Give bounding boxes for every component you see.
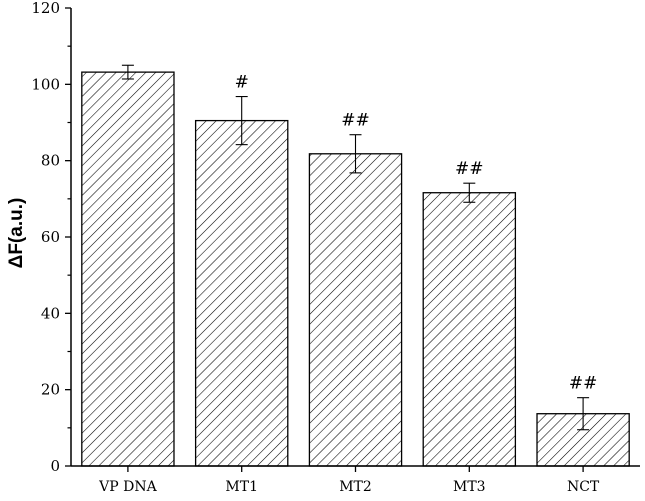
y-tick-label: 40 <box>41 304 60 322</box>
y-axis-title: ΔF(a.u.) <box>6 198 27 269</box>
significance-annotation: ## <box>341 111 370 131</box>
y-tick-label: 0 <box>50 457 60 475</box>
bar <box>308 153 403 467</box>
x-category-label: MT3 <box>453 479 486 495</box>
bars <box>81 64 630 467</box>
bar <box>422 192 517 467</box>
y-tick-label: 20 <box>41 381 60 399</box>
labels: 0 20 40 60 80 100 120 VP DNA MT1 # MT2 ## MT3 ## NCT ## <box>31 0 600 495</box>
bar <box>194 119 289 467</box>
x-category-label: MT2 <box>339 479 372 495</box>
x-category-label: VP DNA <box>98 479 157 495</box>
y-tick-label: 60 <box>41 228 60 246</box>
y-tick-label: 80 <box>41 152 60 170</box>
y-tick-label: 100 <box>31 75 60 93</box>
significance-annotation: ## <box>569 374 598 394</box>
x-category-label: MT1 <box>225 479 258 495</box>
significance-annotation: ## <box>455 159 484 179</box>
bar <box>81 71 175 467</box>
x-category-label: NCT <box>567 479 600 495</box>
y-tick-label: 120 <box>31 0 60 17</box>
significance-annotation: # <box>235 73 249 93</box>
